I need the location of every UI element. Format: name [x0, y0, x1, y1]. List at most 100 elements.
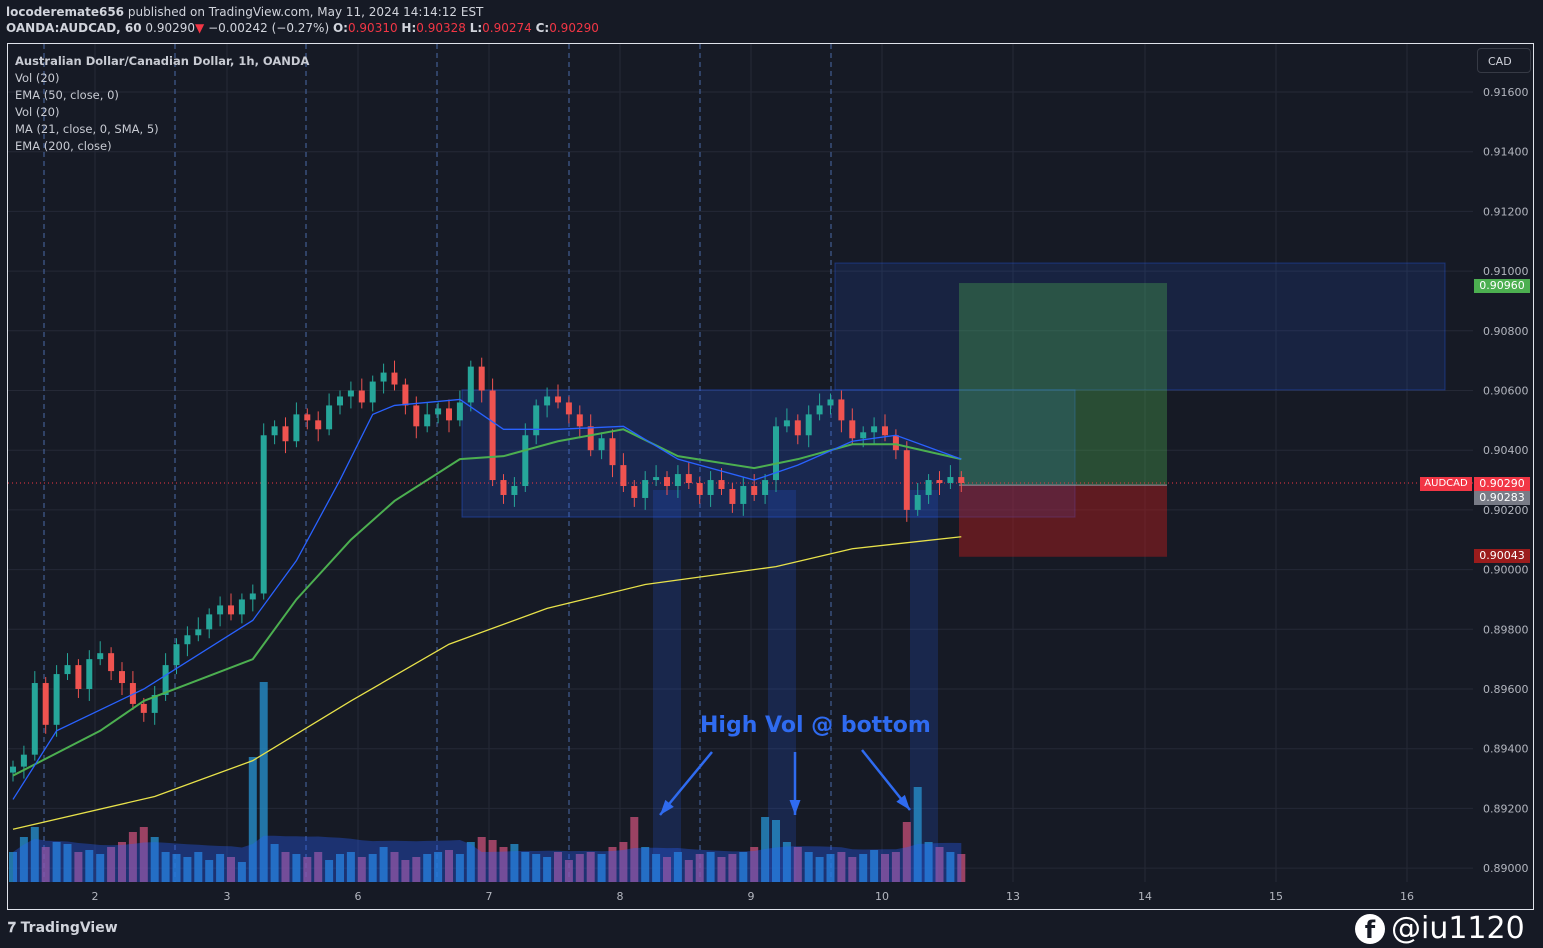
candle-body [97, 653, 104, 660]
triangle-down-icon: ▼ [195, 21, 205, 35]
legend-ma21[interactable]: MA (21, close, 0, SMA, 5) [15, 122, 159, 136]
candle-body [304, 414, 311, 421]
volume-bar [586, 852, 595, 882]
stop-price-label: 0.90043 [1474, 549, 1530, 563]
volume-bar [859, 854, 868, 882]
candle-body [609, 438, 616, 466]
volume-bar [259, 682, 268, 882]
x-tick-label: 3 [224, 890, 231, 903]
volume-bar [150, 837, 159, 882]
volume-bar [673, 852, 682, 882]
volume-bar [41, 847, 50, 882]
candle-body [555, 396, 561, 403]
legend-vol[interactable]: Vol (20) [15, 71, 60, 85]
candle-body [805, 414, 812, 436]
candle-body [20, 754, 27, 767]
volume-bar [881, 854, 889, 882]
y-tick-label: 0.89200 [1483, 802, 1529, 815]
volume-bar [728, 854, 737, 882]
volume-bar [455, 854, 464, 882]
candle-body [140, 703, 147, 713]
volume-highlight-column [768, 490, 796, 882]
published-text: published on TradingView.com, May 11, 20… [127, 5, 484, 19]
volume-bar [357, 857, 366, 882]
legend-title[interactable]: Australian Dollar/Canadian Dollar, 1h, O… [15, 54, 310, 68]
volume-bar [957, 854, 966, 882]
volume-bar [205, 860, 214, 882]
candle-body [598, 438, 605, 451]
volume-bar [750, 847, 759, 882]
candle-body [849, 420, 856, 439]
candle-body [642, 480, 649, 498]
volume-bar [401, 860, 410, 882]
volume-bar [412, 857, 421, 882]
publisher-name[interactable]: locoderemate656 [6, 5, 125, 19]
candle-body [358, 390, 365, 403]
volume-bar [216, 854, 225, 882]
range-box [461, 389, 1076, 518]
candle-body [587, 426, 594, 451]
x-tick-label: 6 [355, 890, 362, 903]
long-stop-zone [959, 485, 1167, 557]
candle-body [10, 766, 16, 773]
volume-bar [183, 857, 192, 882]
volume-bar [379, 847, 388, 882]
volume-bar [325, 860, 334, 882]
y-tick-label: 0.89000 [1483, 862, 1529, 875]
candle-body [31, 683, 38, 755]
x-tick-label: 14 [1138, 890, 1152, 903]
volume-bar [946, 852, 955, 882]
x-tick-label: 10 [875, 890, 889, 903]
candle-body [108, 653, 115, 672]
volume-bar [782, 842, 791, 882]
x-tick-label: 9 [748, 890, 755, 903]
candle-body [892, 435, 899, 451]
volume-bar [227, 857, 235, 882]
low-label: L: [469, 21, 483, 35]
candle-body [293, 414, 300, 442]
volume-bar [270, 844, 279, 882]
candle-body [565, 402, 572, 415]
legend-vol-2[interactable]: Vol (20) [15, 105, 60, 119]
ema200-line [12, 536, 962, 830]
candle-body [664, 477, 670, 487]
upper-zone-box [834, 262, 1446, 391]
candle-body [446, 408, 452, 421]
ema50-line [12, 428, 962, 777]
volume-bar [521, 852, 530, 882]
volume-bar [303, 857, 312, 882]
candle-body [914, 494, 921, 510]
volume-bar [118, 842, 126, 882]
volume-bar [390, 852, 399, 882]
volume-bar [575, 854, 584, 882]
candle-body [402, 384, 409, 406]
high-value: 0.90328 [416, 21, 466, 35]
candle-body [206, 614, 213, 630]
tv-logo-icon: 𝟕 [8, 920, 16, 936]
candle-body [75, 665, 82, 689]
volume-bar [608, 847, 617, 882]
candle-body [271, 426, 278, 436]
candle-body [42, 683, 49, 725]
currency-button[interactable]: CAD [1477, 48, 1531, 73]
candle-body [544, 396, 551, 406]
y-tick-label: 0.89800 [1483, 623, 1529, 636]
volume-bar [564, 860, 573, 882]
volume-bar [161, 852, 170, 882]
tradingview-logo[interactable]: 𝟕 TradingView [8, 920, 118, 936]
volume-bar [314, 852, 323, 882]
candle-body [249, 593, 256, 600]
volume-bar [630, 817, 639, 882]
x-tick-label: 8 [617, 890, 624, 903]
volume-bar [848, 857, 857, 882]
candle-body [282, 426, 289, 442]
volume-bar [237, 862, 246, 882]
candle-body [783, 420, 790, 427]
candle-body [369, 381, 376, 403]
x-tick-label: 16 [1400, 890, 1414, 903]
entry-price-label: 0.90283 [1474, 491, 1530, 505]
volume-bar [63, 844, 72, 882]
legend-ema200[interactable]: EMA (200, close) [15, 139, 112, 153]
legend-ema50[interactable]: EMA (50, close, 0) [15, 88, 119, 102]
